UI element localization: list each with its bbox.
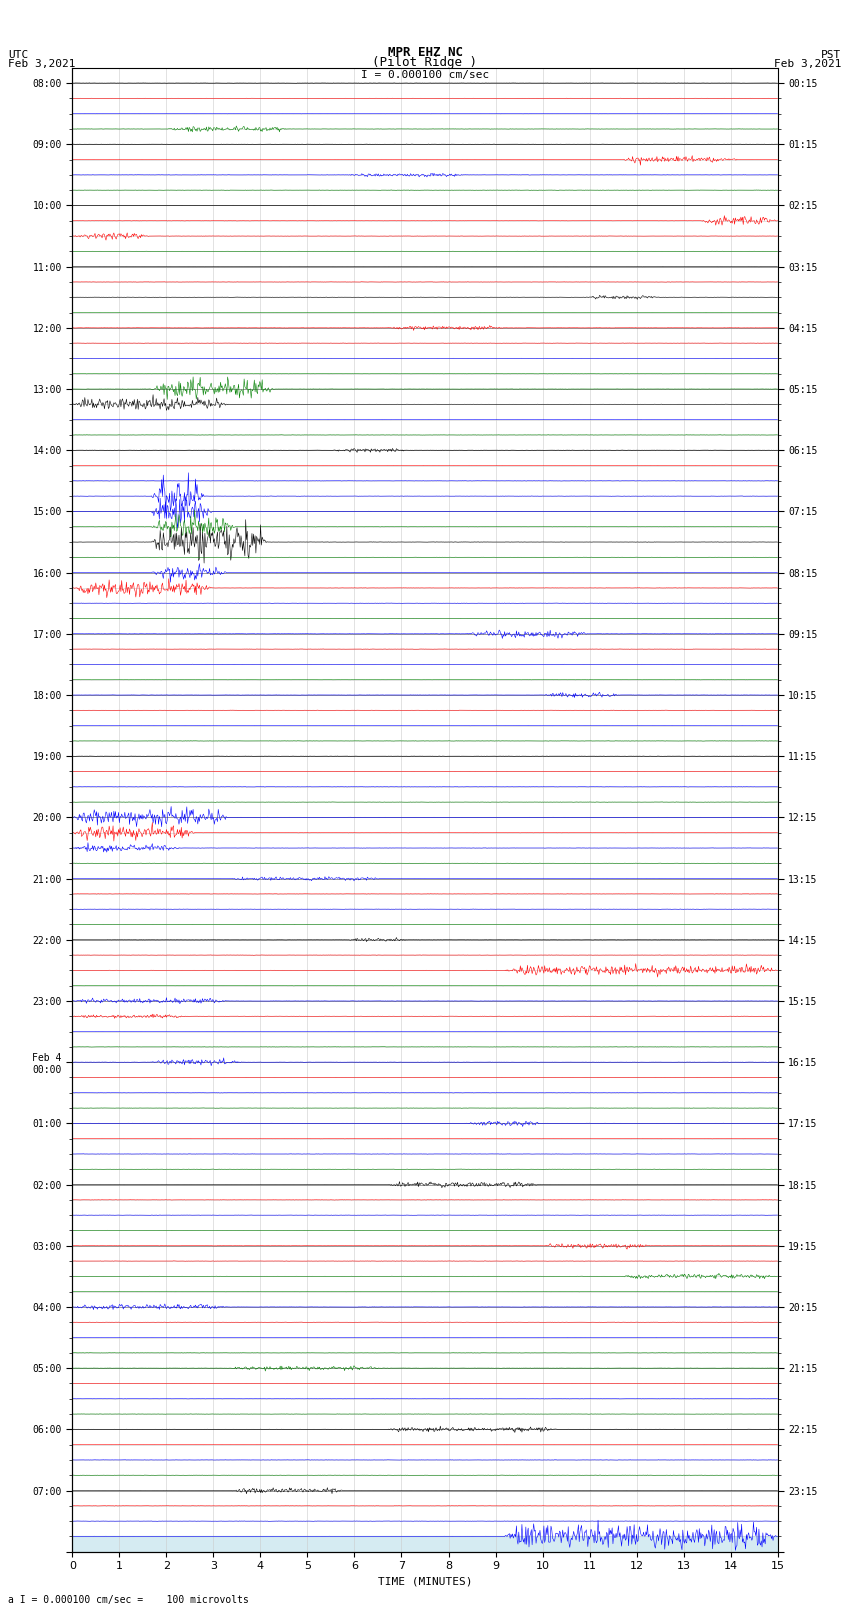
Text: Feb 3,2021: Feb 3,2021 (774, 60, 842, 69)
Text: Feb 3,2021: Feb 3,2021 (8, 60, 76, 69)
X-axis label: TIME (MINUTES): TIME (MINUTES) (377, 1578, 473, 1587)
Text: UTC: UTC (8, 50, 29, 60)
Text: (Pilot Ridge ): (Pilot Ridge ) (372, 56, 478, 69)
Text: PST: PST (821, 50, 842, 60)
Bar (72, 1537, 778, 1552)
Text: I = 0.000100 cm/sec: I = 0.000100 cm/sec (361, 69, 489, 79)
Text: MPR EHZ NC: MPR EHZ NC (388, 45, 462, 58)
Text: a I = 0.000100 cm/sec =    100 microvolts: a I = 0.000100 cm/sec = 100 microvolts (8, 1595, 249, 1605)
